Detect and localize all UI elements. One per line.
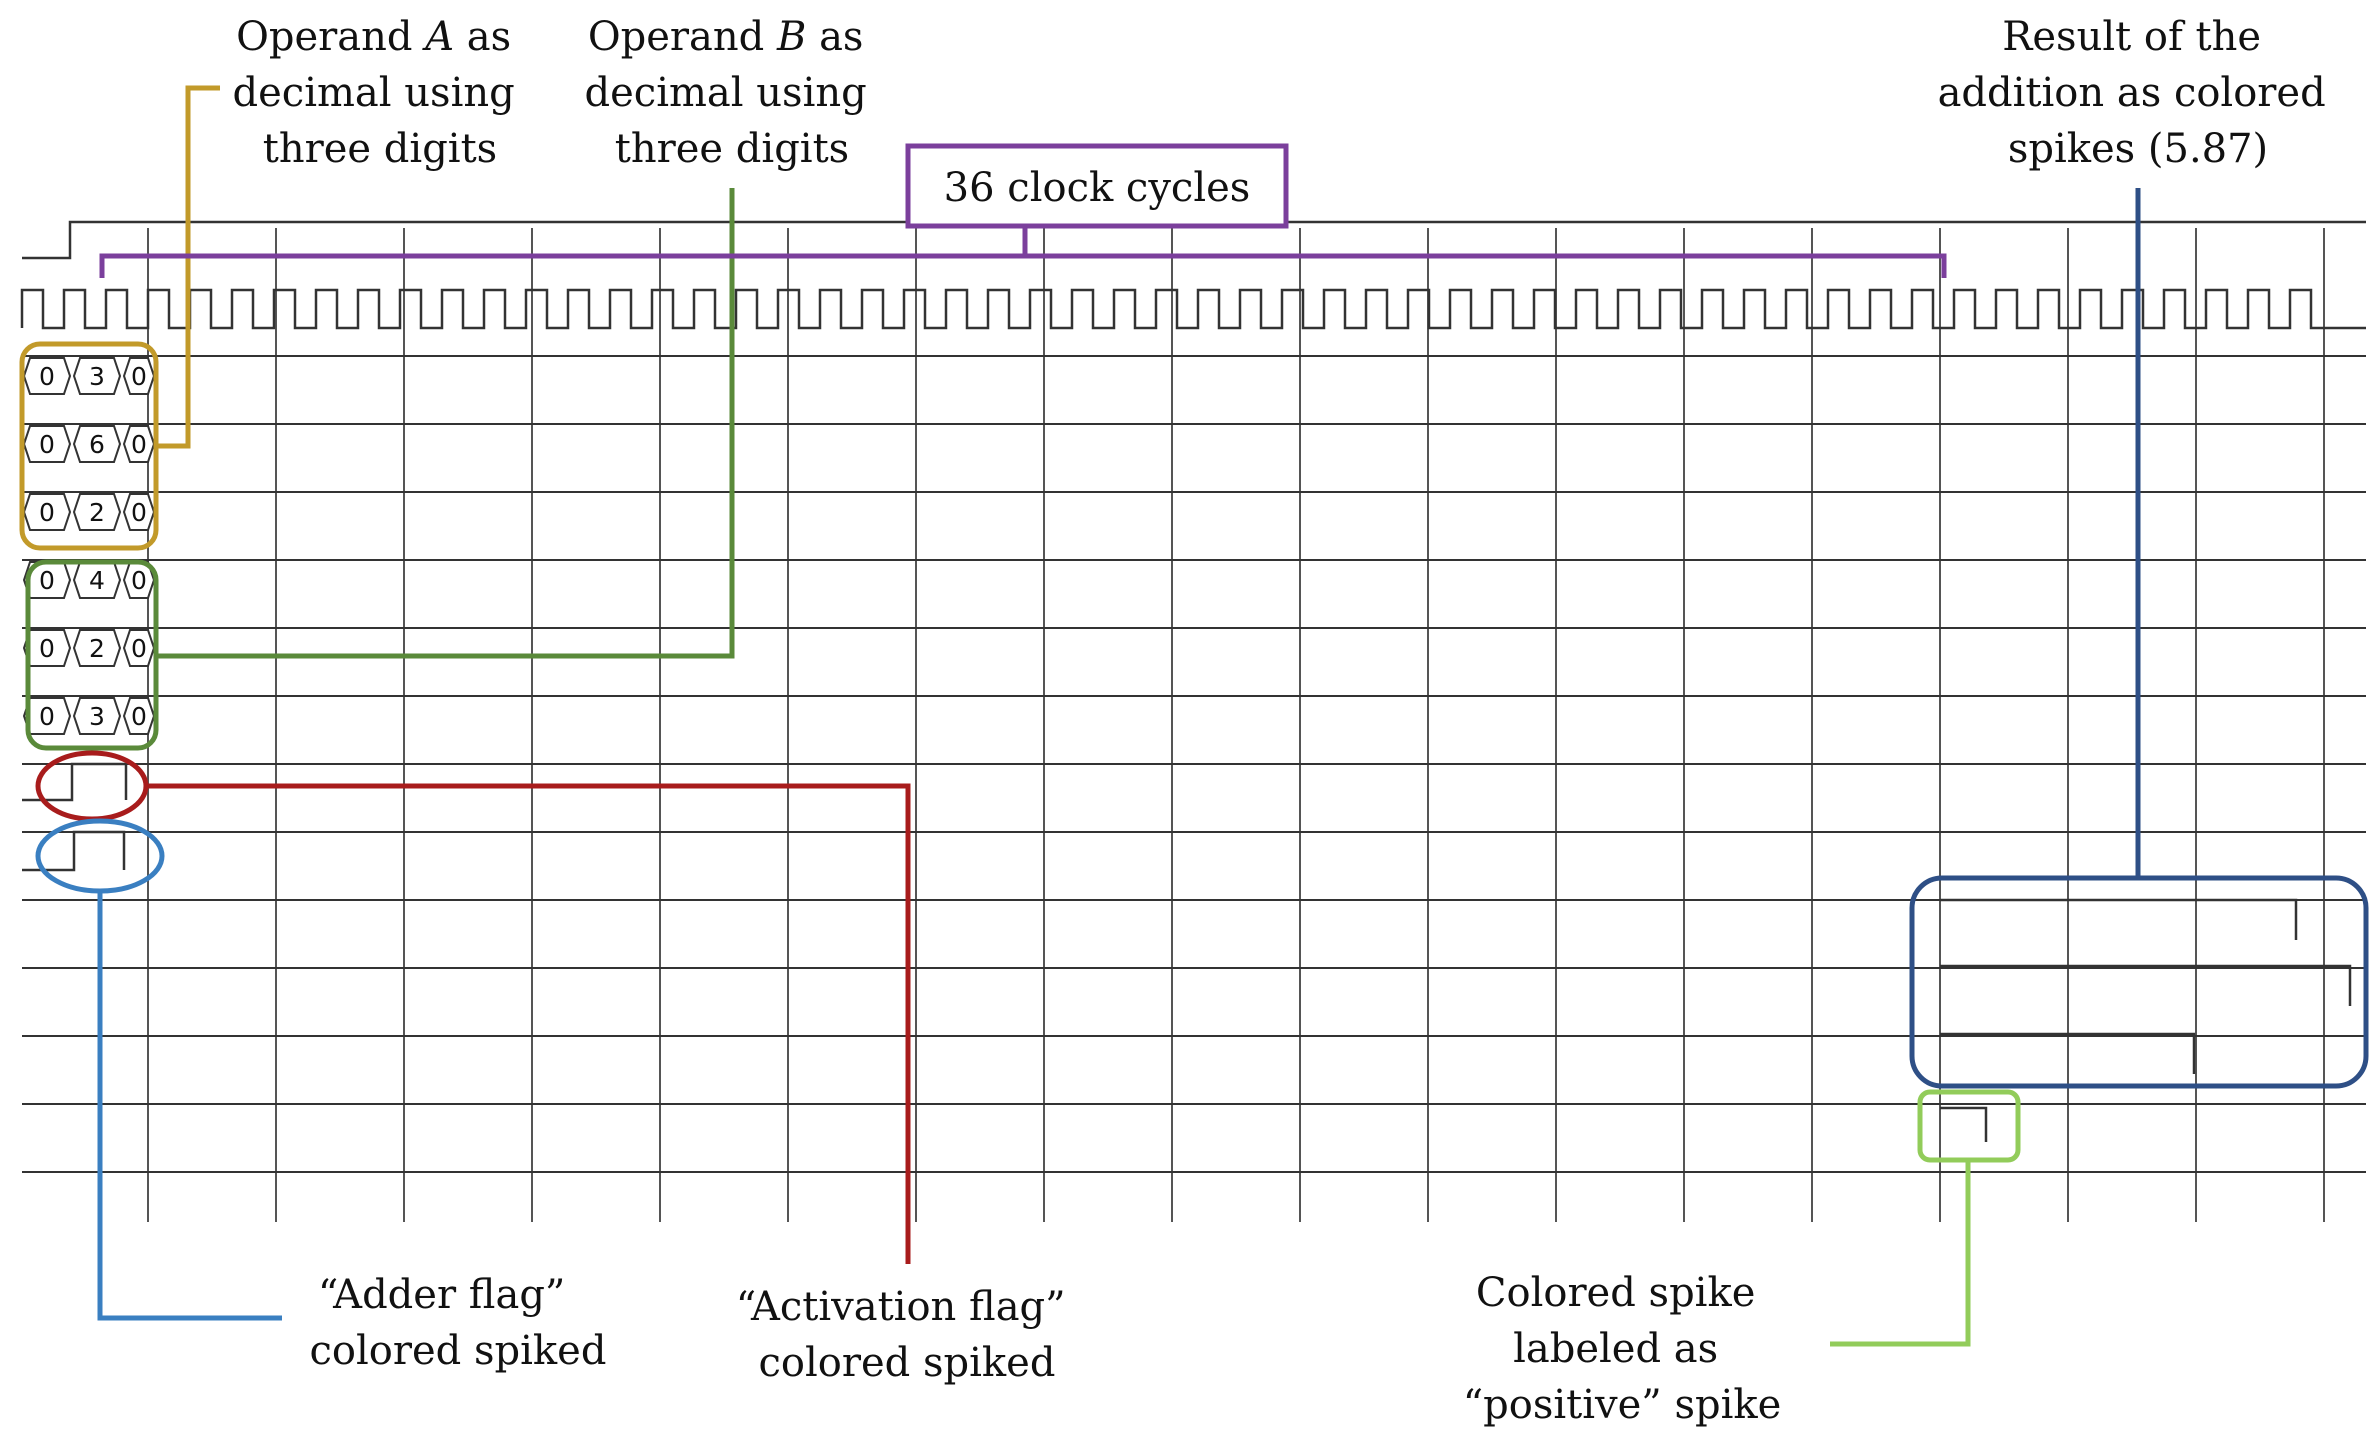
digit-cell (122, 561, 156, 599)
operand-a-label: Operand A as decimal using three digits (233, 14, 528, 172)
positive-spike-label: Colored spike labeled as “positive” spik… (1463, 1270, 1782, 1428)
result-box (1909, 875, 2369, 1089)
digit-value: 0 (131, 362, 147, 391)
adder-flag-line-2: colored spiked (310, 1328, 607, 1374)
operand-b-label: Operand B as decimal using three digits (585, 14, 880, 172)
digit-cell (122, 629, 156, 667)
activation-spike (22, 762, 128, 802)
signal-traces (20, 220, 2366, 1142)
clock-cycles-label: 36 clock cycles (944, 165, 1251, 211)
digit-value: 0 (131, 634, 147, 663)
operand-b-line-1: Operand B as (588, 14, 864, 60)
digit-value: 3 (89, 702, 105, 731)
digit-value: 0 (39, 498, 55, 527)
operand-digits: 0 3 00 6 00 2 00 4 00 2 00 3 0 (22, 357, 156, 735)
activation-flag-line-1: “Activation flag” (736, 1284, 1066, 1330)
digit-value: 0 (39, 362, 55, 391)
adder-spike (22, 830, 126, 872)
digit-value: 0 (39, 702, 55, 731)
activation-flag-leader (146, 783, 911, 1264)
result-line-3: spikes (5.87) (2008, 126, 2268, 172)
result-line-2: addition as colored (1938, 70, 2326, 116)
timing-grid (22, 228, 2366, 1222)
digit-value: 0 (131, 566, 147, 595)
activation-flag-label: “Activation flag” colored spiked (736, 1284, 1079, 1386)
result-spike-1 (1940, 898, 2298, 940)
adder-flag-leader (97, 891, 282, 1321)
operand-b-line-2: decimal using (585, 70, 867, 116)
digit-cell (72, 493, 122, 531)
digit-value: 3 (89, 362, 105, 391)
positive-spike-line-2: labeled as (1513, 1326, 1718, 1372)
digit-value: 0 (39, 430, 55, 459)
digit-cell (122, 697, 156, 735)
digit-cell (72, 697, 122, 735)
result-spike-2 (1940, 964, 2352, 1006)
result-line-1: Result of the (2002, 14, 2261, 60)
adder-flag-line-1: “Adder flag” (318, 1272, 565, 1318)
adder-flag-label: “Adder flag” colored spiked (310, 1272, 607, 1374)
operand-b-leader (156, 188, 735, 659)
clock-cycles-bracket (99, 253, 1947, 278)
digit-cell (72, 425, 122, 463)
result-label: Result of the addition as colored spikes… (1938, 14, 2339, 172)
digit-cell (72, 629, 122, 667)
clock-cycles-box (905, 143, 1289, 229)
digit-cell (22, 629, 72, 667)
digit-value: 0 (39, 566, 55, 595)
operand-a-line-1: Operand A as (236, 14, 511, 60)
digit-value: 0 (131, 498, 147, 527)
positive-spike-line-3: “positive” spike (1463, 1382, 1782, 1428)
clock-trace (20, 288, 2366, 330)
digit-value: 0 (39, 634, 55, 663)
digit-cell (22, 697, 72, 735)
digit-cell (122, 425, 156, 463)
digit-value: 2 (89, 634, 105, 663)
operand-a-line-2: decimal using (233, 70, 515, 116)
positive-spike-box (1917, 1089, 2021, 1163)
digit-cell (122, 493, 156, 531)
digit-cell (72, 357, 122, 395)
digit-value: 4 (89, 566, 105, 595)
digit-value: 0 (131, 430, 147, 459)
digit-value: 6 (89, 430, 105, 459)
activation-flag-line-2: colored spiked (759, 1340, 1056, 1386)
digit-value: 2 (89, 498, 105, 527)
result-spike-3 (1940, 1032, 2196, 1074)
positive-spike-leader (1830, 1160, 1971, 1347)
callouts (19, 85, 2369, 1347)
positive-spike (1940, 1106, 1988, 1142)
operand-a-leader (156, 85, 220, 449)
operand-b-line-3: three digits (615, 126, 849, 172)
operand-a-line-3: three digits (263, 126, 497, 172)
digit-cell (122, 357, 156, 395)
digit-value: 0 (131, 702, 147, 731)
positive-spike-line-1: Colored spike (1476, 1270, 1756, 1316)
